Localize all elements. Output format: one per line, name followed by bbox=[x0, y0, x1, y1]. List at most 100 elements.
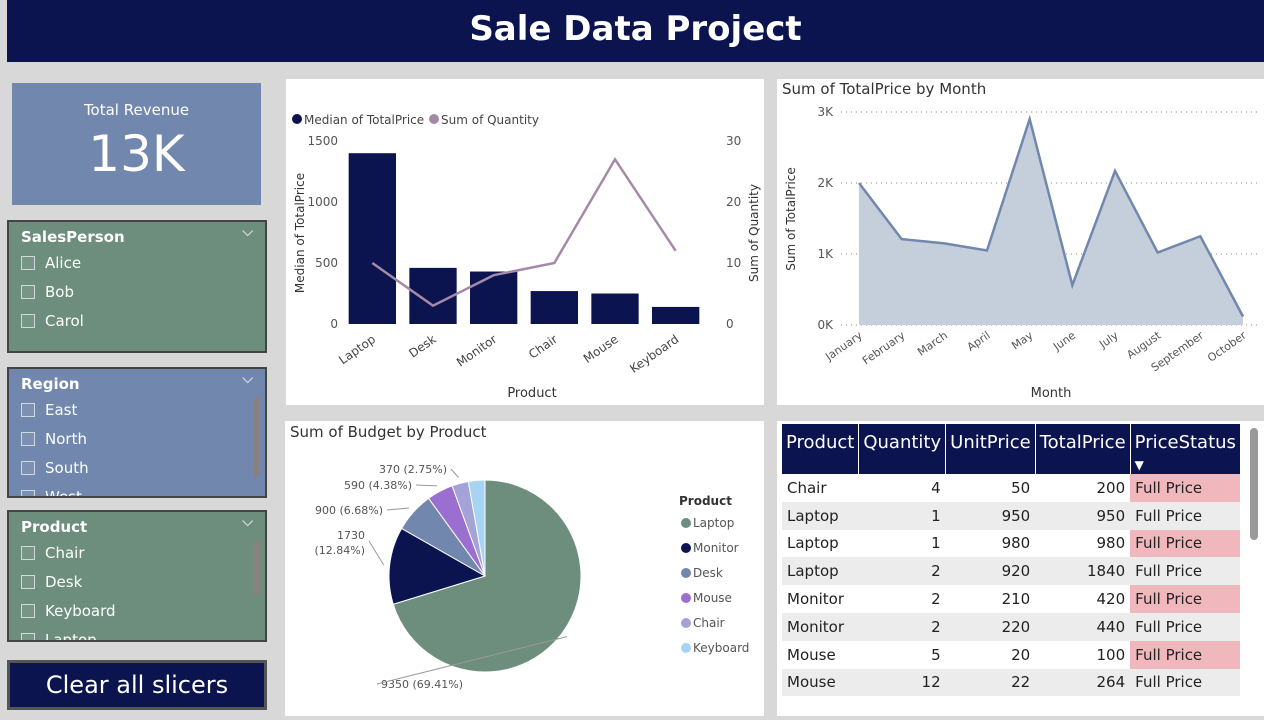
checkbox[interactable] bbox=[21, 402, 35, 417]
col-header-unitprice[interactable]: UnitPrice bbox=[945, 424, 1036, 474]
y2-tick-label: 10 bbox=[726, 256, 741, 270]
pie-chart-panel: Sum of Budget by Product 9350 (69.41%) 173… bbox=[285, 421, 764, 716]
pie-slice bbox=[392, 479, 582, 673]
table-cell: 2 bbox=[931, 590, 941, 609]
slicer-item-bob[interactable]: Bob bbox=[9, 277, 265, 306]
checkbox[interactable] bbox=[21, 603, 35, 618]
table-cell: 210 bbox=[1001, 590, 1031, 609]
slicer-item-alice[interactable]: Alice bbox=[9, 248, 265, 277]
clear-all-slicers-button[interactable]: Clear all slicers bbox=[7, 660, 267, 710]
chevron-down-icon[interactable]: ⌵ bbox=[242, 224, 253, 240]
table-row[interactable]: Mouse 5 20 100 Full Price bbox=[782, 640, 1241, 669]
table-row[interactable]: Monitor 2 210 420 Full Price bbox=[782, 585, 1241, 613]
y-tick-label: 3K bbox=[817, 105, 834, 119]
data-table: Product Quantity UnitPrice TotalPrice Pr… bbox=[782, 424, 1241, 697]
data-label: 9350 (69.41%) bbox=[381, 678, 463, 691]
product-slicer: Product ⌵ Chair Desk Keyboard Laptop bbox=[7, 510, 267, 642]
table-cell: 420 bbox=[1096, 590, 1126, 609]
checkbox[interactable] bbox=[21, 489, 35, 496]
checkbox[interactable] bbox=[21, 460, 35, 475]
y-tick-label: 1500 bbox=[307, 134, 338, 148]
x-tick-label: June bbox=[1050, 329, 1078, 354]
legend-title: Product bbox=[679, 494, 732, 508]
leader-line bbox=[450, 468, 459, 478]
y-tick-label: 0 bbox=[330, 317, 338, 331]
slicer-item-chair[interactable]: Chair bbox=[9, 538, 265, 567]
legend-marker bbox=[681, 543, 691, 553]
slicer-item-desk[interactable]: Desk bbox=[9, 567, 265, 596]
table-row[interactable]: Laptop 1 980 980 Full Price bbox=[782, 529, 1241, 558]
slicer-scrollbar[interactable] bbox=[254, 540, 259, 596]
slicer-item-keyboard[interactable]: Keyboard bbox=[9, 596, 265, 625]
slicer-title: SalesPerson ⌵ bbox=[21, 224, 253, 246]
slicer-item-carol[interactable]: Carol bbox=[9, 306, 265, 335]
data-label: (12.84%) bbox=[314, 544, 365, 557]
col-header-totalprice[interactable]: TotalPrice bbox=[1035, 424, 1131, 474]
bar bbox=[470, 271, 518, 324]
x-tick-label: Mouse bbox=[581, 332, 621, 366]
chevron-down-icon[interactable]: ⌵ bbox=[242, 514, 253, 530]
leader-line bbox=[376, 636, 568, 685]
checkbox[interactable] bbox=[21, 284, 35, 299]
table-cell: Laptop bbox=[787, 534, 839, 553]
col-header-pricestatus[interactable]: PriceStatus ▼ bbox=[1130, 424, 1241, 474]
table-cell: 200 bbox=[1096, 478, 1126, 497]
table-cell: 4 bbox=[931, 478, 941, 497]
table-cell: 950 bbox=[945, 501, 1036, 530]
y-tick-label: 500 bbox=[315, 256, 338, 270]
x-tick-label: Keyboard bbox=[627, 332, 681, 376]
checkbox[interactable] bbox=[21, 431, 35, 446]
checkbox[interactable] bbox=[21, 632, 35, 640]
table-row[interactable]: Chair 4 50 200 Full Price bbox=[782, 474, 1241, 502]
checkbox[interactable] bbox=[21, 255, 35, 270]
slicer-item-east[interactable]: East bbox=[9, 395, 265, 424]
table-row[interactable]: Monitor 2 220 440 Full Price bbox=[782, 612, 1241, 641]
x-axis-label: Product bbox=[507, 386, 556, 401]
table-scrollbar[interactable] bbox=[1250, 428, 1258, 540]
y-axis-label: Median of TotalPrice bbox=[293, 173, 307, 293]
y2-axis-label: Sum of Quantity bbox=[747, 184, 761, 282]
table-cell: 440 bbox=[1035, 612, 1131, 641]
y-axis-label: Sum of TotalPrice bbox=[784, 167, 798, 270]
data-label: 900 (6.68%) bbox=[315, 504, 383, 517]
table-cell: 2 bbox=[858, 612, 946, 641]
data-label: 1730 bbox=[337, 529, 365, 542]
slicer-scrollbar[interactable] bbox=[254, 397, 259, 477]
checkbox[interactable] bbox=[21, 545, 35, 560]
table-row[interactable]: Laptop 1 950 950 Full Price bbox=[782, 501, 1241, 530]
legend-marker bbox=[681, 618, 691, 628]
table-cell: 2 bbox=[858, 557, 946, 586]
x-tick-label: Desk bbox=[406, 332, 439, 361]
table-cell: 220 bbox=[945, 612, 1036, 641]
checkbox[interactable] bbox=[21, 574, 35, 589]
slicer-item-west[interactable]: West bbox=[9, 482, 265, 496]
chevron-down-icon[interactable]: ⌵ bbox=[242, 371, 253, 387]
slicer-item-south[interactable]: South bbox=[9, 453, 265, 482]
x-tick-label: July bbox=[1096, 329, 1121, 352]
y-tick-label: 0K bbox=[817, 318, 834, 332]
table-cell: 1 bbox=[858, 501, 946, 530]
table-cell: Full Price bbox=[1130, 501, 1241, 530]
y2-tick-label: 30 bbox=[726, 134, 741, 148]
col-header-product[interactable]: Product bbox=[782, 424, 860, 474]
x-tick-label: April bbox=[965, 329, 993, 354]
table-row[interactable]: Laptop 2 920 1840 Full Price bbox=[782, 557, 1241, 586]
legend-label: Chair bbox=[693, 616, 725, 630]
leader-line bbox=[368, 540, 385, 566]
table-cell: Full Price bbox=[1130, 640, 1241, 669]
x-tick-label: Laptop bbox=[336, 332, 378, 367]
slicer-title: Region ⌵ bbox=[21, 371, 253, 393]
slicer-title: Product ⌵ bbox=[21, 514, 253, 536]
table-cell: Full Price bbox=[1130, 529, 1241, 558]
table-row[interactable]: Mouse 12 22 264 Full Price bbox=[782, 668, 1241, 697]
table-cell: 950 bbox=[1035, 501, 1131, 530]
slicer-item-north[interactable]: North bbox=[9, 424, 265, 453]
slicer-item-laptop[interactable]: Laptop bbox=[9, 625, 265, 640]
bar bbox=[652, 306, 700, 324]
pie-chart: Sum of Budget by Product 9350 (69.41%) 173… bbox=[290, 423, 749, 691]
checkbox[interactable] bbox=[21, 313, 35, 328]
y-tick-label: 2K bbox=[817, 176, 834, 190]
chart-title: Sum of Budget by Product bbox=[290, 423, 487, 441]
table-cell: 1840 bbox=[1035, 557, 1131, 586]
col-header-quantity[interactable]: Quantity bbox=[858, 424, 947, 474]
